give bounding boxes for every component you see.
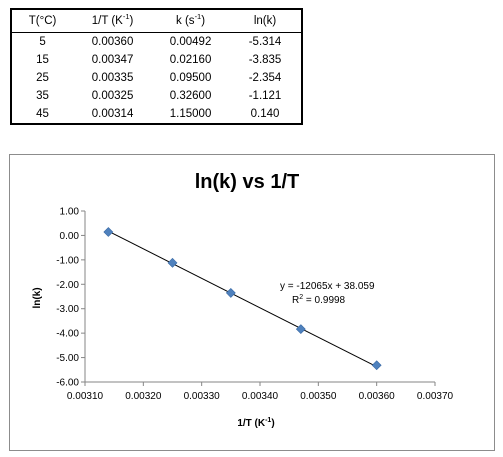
trendline-r-squared-sup: 2: [299, 294, 303, 301]
cell-inverse-temperature: 0.00325: [91, 90, 134, 102]
cell-rate-constant: 1.15000: [169, 108, 212, 120]
data-points: [103, 227, 382, 371]
table-row: 25 0.00335 0.09500 -2.354: [11, 69, 302, 87]
header-rate-constant-close: ): [201, 15, 206, 27]
header-inverse-temperature-base: 1/T (K: [91, 15, 123, 27]
y-tick-label: -3.00: [56, 304, 79, 315]
table-row: 15 0.00347 0.02160 -3.835: [11, 51, 302, 69]
y-axis-ticks: 1.00 0.00 -1.00 -2.00 -3.00 -4.00 -5.00 -6.00: [56, 207, 85, 389]
cell-ln-k: -2.354: [248, 72, 282, 84]
cell-inverse-temperature: 0.00360: [91, 36, 134, 48]
header-inverse-temperature-sup: -1: [122, 12, 130, 22]
data-point-marker: [103, 227, 114, 237]
cell-inverse-temperature: 0.00314: [91, 108, 134, 120]
x-tick-label: 0.00310: [67, 391, 104, 402]
cell-rate-constant: 0.00492: [169, 36, 212, 48]
data-point-marker: [167, 257, 178, 268]
y-tick-label: -5.00: [56, 353, 79, 364]
table-row: 35 0.00325 0.32600 -1.121: [11, 87, 302, 105]
x-tick-label: 0.00340: [242, 391, 279, 402]
y-tick-label: -6.00: [56, 378, 79, 389]
cell-inverse-temperature: 0.00347: [91, 54, 134, 66]
cell-inverse-temperature: 0.00335: [91, 72, 134, 84]
x-tick-label: 0.00370: [417, 391, 454, 402]
y-tick-label: -4.00: [56, 329, 79, 340]
x-tick-label: 0.00320: [125, 391, 162, 402]
cell-ln-k: 0.140: [250, 108, 280, 120]
cell-ln-k: -5.314: [248, 36, 282, 48]
x-axis-ticks: 0.00310 0.00320 0.00330 0.00340 0.00350 0.003…: [67, 382, 454, 402]
cell-ln-k: -3.835: [248, 54, 282, 66]
data-point-marker: [295, 324, 306, 335]
header-temperature: T(°C): [11, 9, 74, 33]
trendline-r-squared: R2 = 0.9998: [292, 294, 346, 306]
cell-ln-k: -1.121: [248, 90, 282, 102]
data-point-marker: [225, 288, 236, 298]
cell-temperature: 25: [36, 72, 49, 84]
chart-title: ln(k) vs 1/T: [195, 171, 299, 193]
y-tick-label: 1.00: [60, 207, 80, 218]
x-axis-title-sup: -1: [265, 417, 271, 424]
cell-temperature: 35: [36, 90, 49, 102]
cell-temperature: 15: [36, 54, 49, 66]
table-header-row: T(°C) 1/T (K-1) k (s-1) ln(k): [11, 9, 302, 33]
y-tick-label: -2.00: [56, 280, 79, 291]
x-tick-label: 0.00330: [184, 391, 221, 402]
header-rate-constant: k (s-1): [152, 9, 230, 33]
x-axis-title-base: 1/T (K: [237, 418, 266, 429]
y-tick-label: -1.00: [56, 255, 79, 266]
data-point-marker: [371, 360, 382, 371]
cell-rate-constant: 0.32600: [169, 90, 212, 102]
table-row: 5 0.00360 0.00492 -5.314: [11, 33, 302, 52]
header-rate-constant-sup: -1: [194, 12, 202, 22]
header-inverse-temperature: 1/T (K-1): [73, 9, 153, 33]
y-axis-title: ln(k): [32, 287, 43, 308]
chart-svg: ln(k) vs 1/T 1.00 0.00 -1.00 -2.00 -3.00 -4.0…: [32, 171, 454, 429]
x-axis-title-close: ): [271, 418, 274, 429]
trendline-equation: y = -12065x + 38.059: [280, 281, 375, 292]
trendline-r-squared-base: R: [292, 295, 299, 306]
x-axis-title: 1/T (K-1): [237, 417, 274, 429]
cell-rate-constant: 0.02160: [169, 54, 212, 66]
y-tick-label: 0.00: [60, 231, 80, 242]
header-inverse-temperature-close: ): [129, 15, 134, 27]
header-rate-constant-base: k (s: [176, 15, 195, 27]
chart-area: ln(k) vs 1/T 1.00 0.00 -1.00 -2.00 -3.00 -4.0…: [9, 154, 495, 451]
cell-rate-constant: 0.09500: [169, 72, 212, 84]
cell-temperature: 5: [39, 36, 46, 48]
table-row: 45 0.00314 1.15000 0.140: [11, 105, 302, 124]
trendline-group: [108, 230, 377, 368]
x-tick-label: 0.00360: [359, 391, 396, 402]
trendline: [108, 230, 377, 368]
header-ln-k: ln(k): [229, 9, 302, 33]
cell-temperature: 45: [36, 108, 49, 120]
x-tick-label: 0.00350: [300, 391, 337, 402]
trendline-r-squared-rest: = 0.9998: [303, 295, 345, 306]
data-table: T(°C) 1/T (K-1) k (s-1) ln(k) 5 0.00360 …: [10, 8, 303, 125]
